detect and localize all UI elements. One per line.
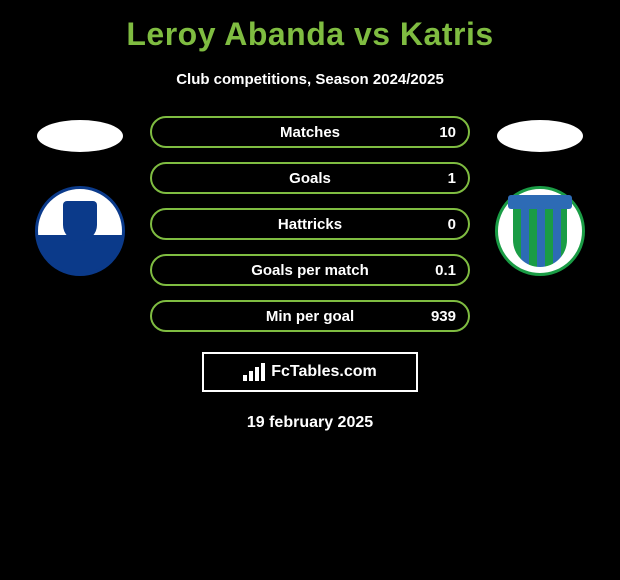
- stat-row-gpm: Goals per match 0.1: [150, 254, 470, 286]
- player-avatar-left: [37, 120, 123, 152]
- chart-icon: [243, 363, 265, 381]
- stat-row-mpg: Min per goal 939: [150, 300, 470, 332]
- subtitle: Club competitions, Season 2024/2025: [176, 71, 444, 88]
- stat-row-hattricks: Hattricks 0: [150, 208, 470, 240]
- right-player-col: [490, 116, 590, 276]
- stat-label: Goals: [289, 170, 331, 187]
- comparison-row: Matches 10 Goals 1 Hattricks 0 Goals per…: [30, 116, 590, 332]
- stat-row-goals: Goals 1: [150, 162, 470, 194]
- stat-label: Matches: [280, 124, 340, 141]
- stat-label: Min per goal: [266, 308, 354, 325]
- lamia-club-badge: [35, 186, 125, 276]
- branding-box: FcTables.com: [202, 352, 418, 392]
- left-player-col: [30, 116, 130, 276]
- player-avatar-right: [497, 120, 583, 152]
- stat-label: Hattricks: [278, 216, 342, 233]
- stat-right-value: 0: [448, 216, 456, 233]
- stat-right-value: 1: [448, 170, 456, 187]
- comparison-infographic: Leroy Abanda vs Katris Club competitions…: [0, 0, 620, 442]
- stat-right-value: 0.1: [435, 262, 456, 279]
- brand-text: FcTables.com: [271, 363, 377, 381]
- levadiakos-club-badge: [495, 186, 585, 276]
- stat-right-value: 10: [439, 124, 456, 141]
- stat-row-matches: Matches 10: [150, 116, 470, 148]
- stat-right-value: 939: [431, 308, 456, 325]
- date-text: 19 february 2025: [247, 414, 373, 432]
- page-title: Leroy Abanda vs Katris: [126, 16, 493, 53]
- stat-label: Goals per match: [251, 262, 369, 279]
- stats-list: Matches 10 Goals 1 Hattricks 0 Goals per…: [150, 116, 470, 332]
